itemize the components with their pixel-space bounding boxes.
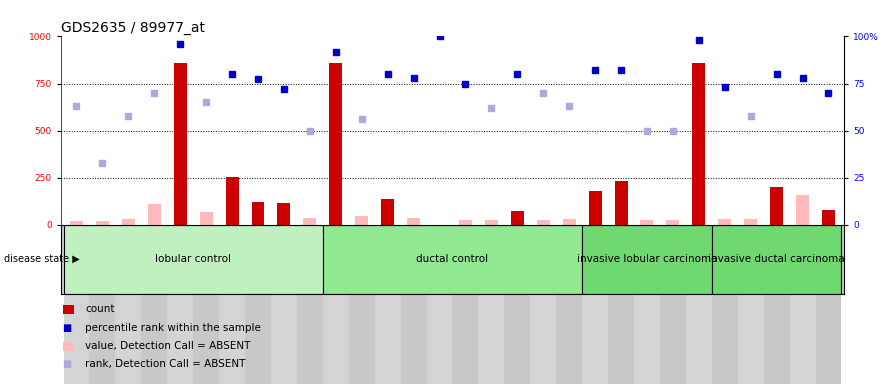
Bar [349, 225, 375, 384]
Bar [142, 225, 168, 384]
Bar [381, 199, 394, 225]
Bar [168, 225, 194, 384]
Bar [116, 225, 142, 384]
Bar [719, 219, 731, 225]
Bar [426, 225, 452, 384]
Bar [582, 225, 711, 294]
Bar [459, 220, 472, 225]
Bar [711, 225, 737, 384]
Bar [407, 218, 420, 225]
Bar [822, 210, 835, 225]
Bar [174, 63, 186, 225]
Bar [815, 225, 841, 384]
Bar [148, 204, 160, 225]
Text: invasive lobular carcinoma: invasive lobular carcinoma [577, 254, 717, 264]
Text: ■: ■ [63, 359, 72, 369]
Text: value, Detection Call = ABSENT: value, Detection Call = ABSENT [85, 341, 251, 351]
Bar [220, 225, 245, 384]
Bar [323, 225, 582, 294]
Bar [226, 177, 238, 225]
Text: lobular control: lobular control [155, 254, 231, 264]
Bar [556, 225, 582, 384]
Text: percentile rank within the sample: percentile rank within the sample [85, 323, 261, 333]
Bar [375, 225, 401, 384]
Bar [355, 216, 368, 225]
Bar [667, 220, 679, 225]
Bar [582, 225, 608, 384]
Bar [252, 202, 264, 225]
Bar [401, 225, 426, 384]
Text: ductal control: ductal control [417, 254, 488, 264]
Bar [745, 219, 757, 225]
Bar [200, 212, 212, 225]
Bar [685, 225, 711, 384]
Text: GDS2635 / 89977_at: GDS2635 / 89977_at [61, 22, 205, 35]
Bar [330, 63, 342, 225]
Text: rank, Detection Call = ABSENT: rank, Detection Call = ABSENT [85, 359, 246, 369]
Bar [452, 225, 478, 384]
Bar [64, 225, 90, 384]
Bar [478, 225, 504, 384]
Bar [563, 219, 575, 225]
Bar [245, 225, 271, 384]
Bar [711, 225, 841, 294]
Text: disease state ▶: disease state ▶ [4, 254, 81, 264]
Bar [96, 221, 109, 225]
Bar [90, 225, 116, 384]
Bar [304, 218, 316, 225]
Bar [693, 63, 705, 225]
Bar [530, 225, 556, 384]
Bar [608, 225, 634, 384]
Bar [485, 220, 498, 225]
Bar [634, 225, 660, 384]
Bar [789, 225, 815, 384]
Bar [297, 225, 323, 384]
Bar [641, 220, 653, 225]
Bar [278, 203, 290, 225]
Bar [64, 225, 323, 294]
Bar [323, 225, 349, 384]
Bar [796, 195, 809, 225]
Bar [194, 225, 220, 384]
Text: invasive ductal carcinoma: invasive ductal carcinoma [709, 254, 845, 264]
Bar [271, 225, 297, 384]
Bar [763, 225, 789, 384]
Bar [504, 225, 530, 384]
Bar [511, 210, 524, 225]
Bar [537, 220, 550, 225]
Text: count: count [85, 304, 115, 314]
Bar [122, 219, 134, 225]
Text: ■: ■ [63, 323, 72, 333]
Bar [737, 225, 763, 384]
Bar [70, 221, 83, 225]
Bar [771, 187, 783, 225]
Bar [615, 181, 627, 225]
Bar [589, 191, 601, 225]
Bar [660, 225, 685, 384]
